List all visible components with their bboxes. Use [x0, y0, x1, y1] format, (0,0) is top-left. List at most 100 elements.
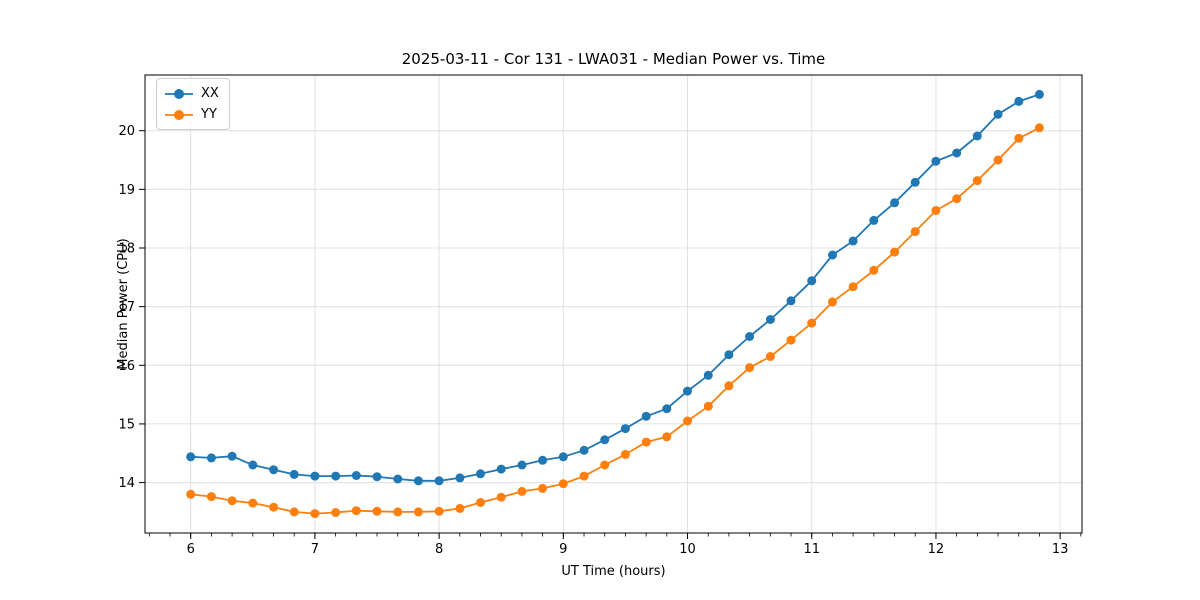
- data-point-yy: [248, 498, 258, 508]
- data-point-xx: [1014, 96, 1024, 106]
- data-point-yy: [413, 507, 423, 517]
- data-point-xx: [248, 460, 258, 470]
- data-point-yy: [683, 416, 692, 426]
- x-tick-label: 11: [803, 542, 820, 557]
- data-point-yy: [206, 492, 216, 502]
- data-point-yy: [807, 318, 817, 328]
- x-axis-label: UT Time (hours): [561, 564, 666, 579]
- data-point-xx: [372, 472, 382, 482]
- data-point-yy: [372, 506, 382, 516]
- x-tick-label: 8: [435, 542, 443, 557]
- data-point-yy: [1034, 123, 1044, 133]
- y-tick-label: 18: [118, 241, 135, 256]
- data-point-xx: [496, 464, 506, 474]
- data-point-yy: [910, 227, 920, 237]
- data-point-xx: [620, 424, 630, 434]
- data-point-yy: [869, 265, 879, 275]
- data-point-xx: [828, 250, 837, 260]
- data-point-xx: [351, 471, 361, 480]
- data-point-yy: [393, 507, 403, 517]
- data-point-xx: [972, 131, 982, 141]
- data-point-yy: [186, 489, 196, 499]
- legend-label-yy: YY: [201, 107, 217, 122]
- data-point-xx: [745, 332, 755, 341]
- x-tick-label: 6: [187, 542, 195, 557]
- data-point-yy: [745, 363, 755, 373]
- data-point-yy: [890, 247, 900, 257]
- chart-title: 2025-03-11 - Cor 131 - LWA031 - Median P…: [401, 50, 826, 68]
- data-point-xx: [393, 474, 403, 484]
- x-tick-label: 9: [559, 542, 567, 557]
- data-point-yy: [828, 297, 837, 307]
- data-point-yy: [496, 492, 506, 502]
- series-line-xx: [189, 93, 1041, 482]
- y-tick-label: 15: [118, 417, 135, 432]
- x-tick-label: 10: [679, 542, 696, 557]
- data-point-xx: [724, 350, 734, 360]
- data-point-xx: [476, 469, 485, 479]
- data-point-xx: [786, 296, 796, 306]
- data-point-yy: [641, 437, 651, 447]
- plot-border: [144, 74, 1083, 534]
- data-point-xx: [993, 109, 1003, 119]
- data-point-xx: [331, 471, 341, 481]
- data-point-xx: [455, 473, 465, 483]
- legend-item-xx: XX: [164, 83, 219, 104]
- data-point-xx: [952, 148, 962, 158]
- data-point-yy: [765, 352, 775, 361]
- data-point-xx: [765, 315, 775, 324]
- x-tick-label: 12: [928, 542, 945, 557]
- data-point-xx: [538, 455, 548, 465]
- data-point-xx: [1034, 89, 1044, 99]
- legend-item-yy: YY: [164, 104, 219, 125]
- data-point-yy: [289, 507, 299, 517]
- legend-line-marker-icon: [165, 109, 193, 120]
- data-point-yy: [579, 471, 589, 481]
- data-point-yy: [703, 401, 713, 411]
- data-point-xx: [558, 452, 568, 462]
- data-point-yy: [1014, 133, 1024, 143]
- data-point-yy: [558, 479, 568, 489]
- data-point-yy: [931, 206, 941, 215]
- data-point-yy: [620, 449, 630, 459]
- data-point-xx: [269, 465, 279, 475]
- data-point-xx: [579, 445, 589, 455]
- legend: XX YY: [156, 78, 230, 130]
- data-point-yy: [310, 509, 320, 519]
- x-tick-label: 7: [311, 542, 319, 557]
- x-tick-label: 13: [1052, 542, 1069, 557]
- data-point-xx: [910, 177, 920, 187]
- data-point-xx: [683, 386, 692, 396]
- data-point-xx: [310, 471, 320, 481]
- data-point-xx: [807, 276, 817, 286]
- y-tick-label: 19: [118, 183, 135, 198]
- data-point-yy: [269, 502, 279, 512]
- data-point-xx: [517, 460, 527, 470]
- data-point-xx: [703, 370, 713, 380]
- data-point-xx: [413, 476, 423, 486]
- data-point-xx: [848, 236, 858, 246]
- data-point-xx: [869, 215, 879, 225]
- data-point-yy: [972, 176, 982, 186]
- data-point-xx: [931, 156, 941, 166]
- data-point-yy: [662, 432, 672, 442]
- legend-label-xx: XX: [201, 86, 219, 101]
- data-point-xx: [662, 404, 672, 414]
- data-point-xx: [600, 435, 610, 445]
- data-point-xx: [206, 453, 216, 463]
- y-tick-label: 14: [118, 476, 135, 491]
- data-point-yy: [538, 483, 548, 493]
- data-point-yy: [517, 486, 527, 496]
- data-point-yy: [993, 155, 1003, 165]
- data-point-xx: [641, 411, 651, 421]
- y-axis-label: Median Power (CPU): [116, 238, 131, 370]
- data-point-yy: [351, 506, 361, 516]
- legend-line-marker-icon: [165, 88, 193, 99]
- data-point-xx: [434, 476, 444, 486]
- data-point-yy: [724, 381, 734, 391]
- data-point-xx: [890, 198, 900, 208]
- y-tick-label: 17: [118, 300, 135, 315]
- data-point-xx: [289, 469, 299, 479]
